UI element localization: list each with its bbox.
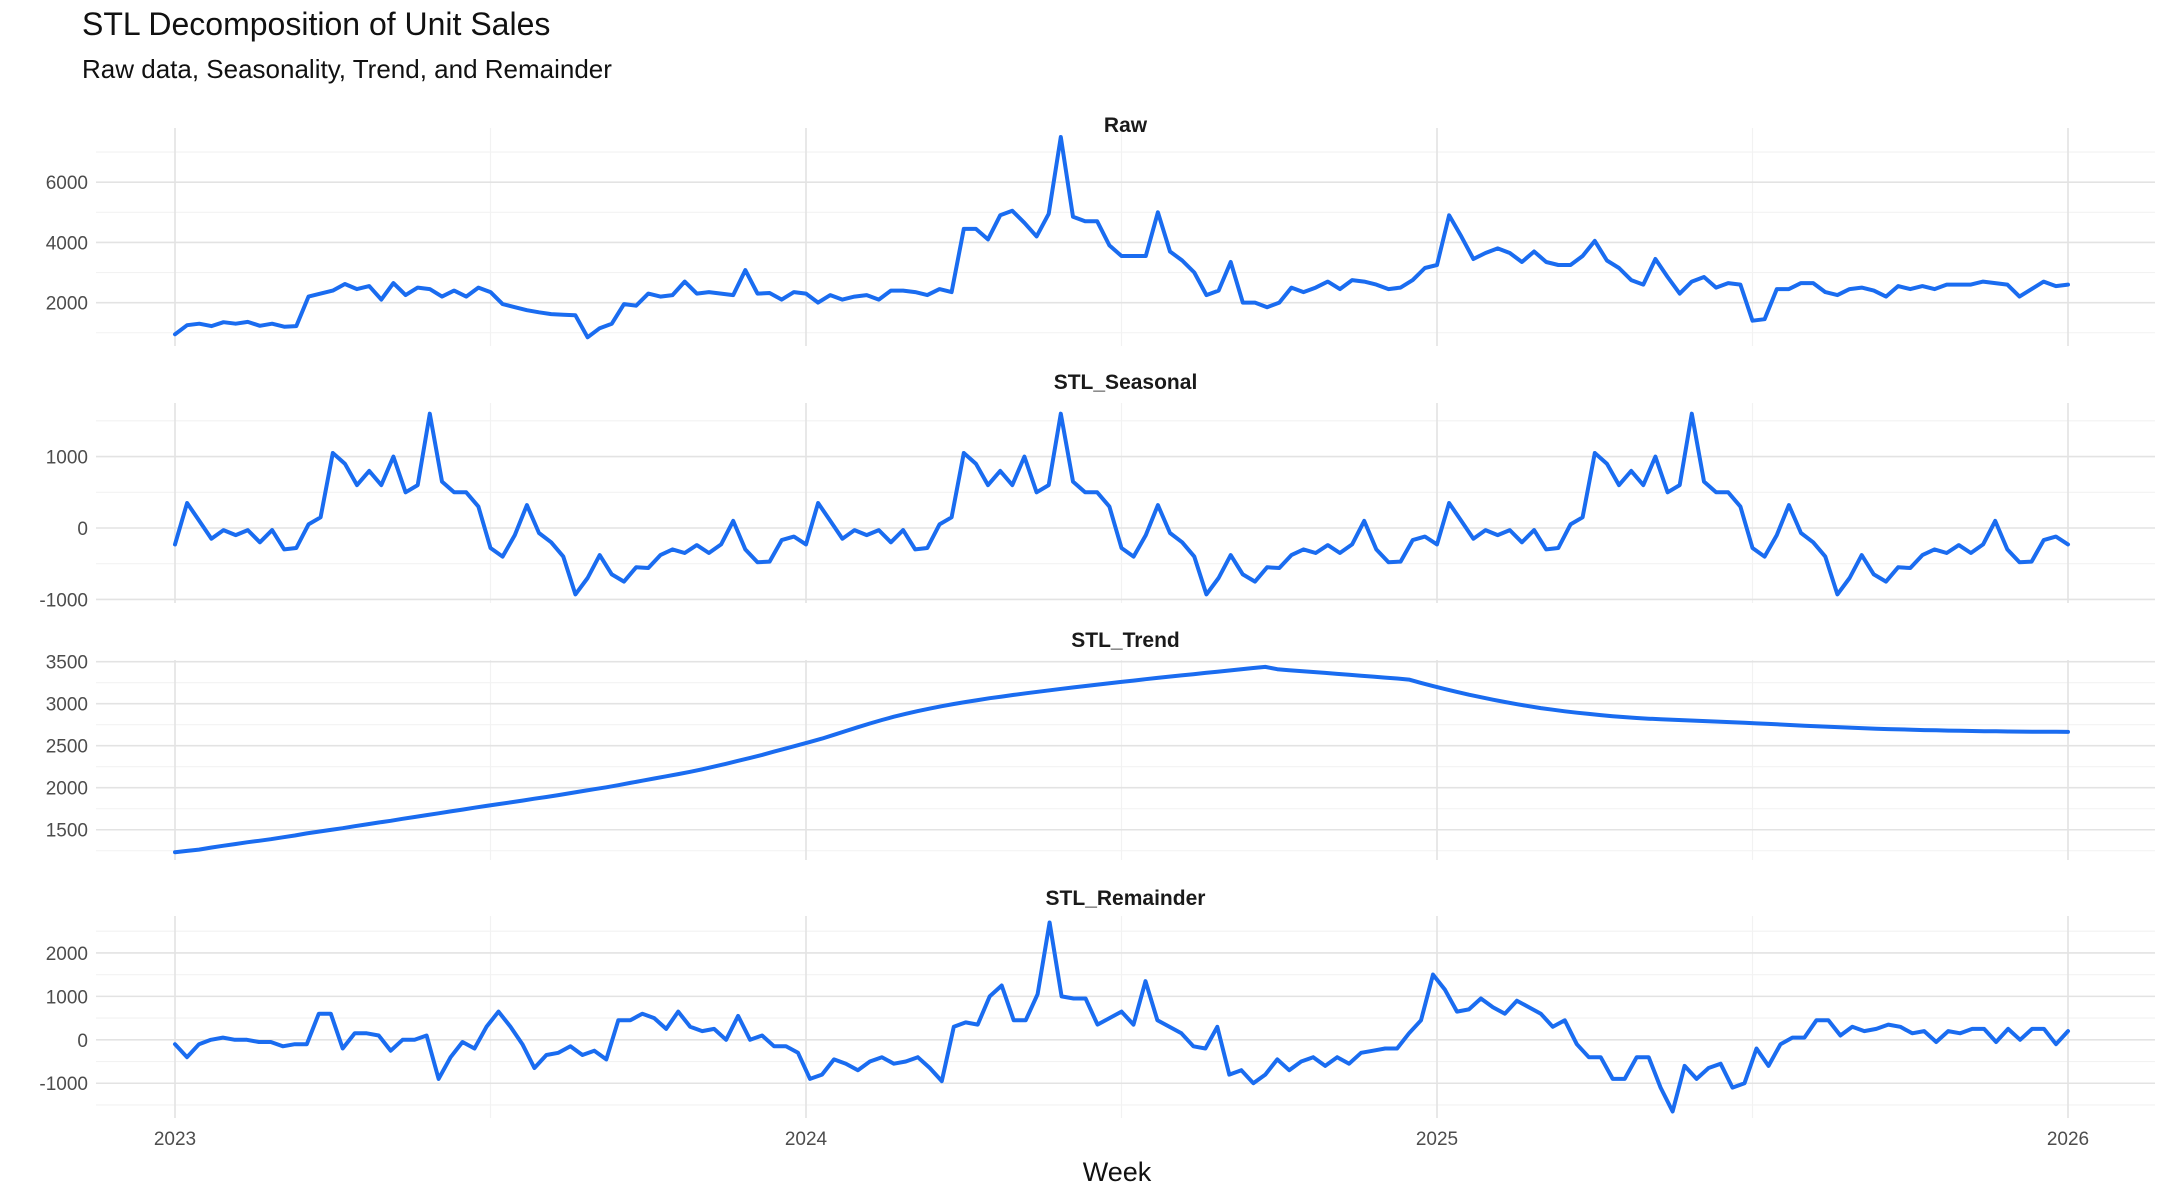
series-line-stl_seasonal	[173, 411, 2070, 597]
series-line-raw	[173, 135, 2070, 340]
y-tick-label: -1000	[39, 590, 88, 611]
y-tick-label: 0	[77, 519, 88, 540]
x-tick-label: 2025	[1416, 1129, 1458, 1150]
chart-subtitle: Raw data, Seasonality, Trend, and Remain…	[82, 54, 612, 84]
y-tick-label: 1000	[46, 448, 88, 469]
y-tick-label: 1000	[46, 987, 88, 1008]
y-tick-label: -1000	[39, 1074, 88, 1095]
x-axis: 2023 2024 2025 2026	[154, 1129, 2089, 1150]
y-tick-label: 2000	[46, 294, 88, 315]
x-axis-label: Week	[1083, 1157, 1152, 1187]
chart-title: STL Decomposition of Unit Sales	[82, 6, 551, 42]
grid-layer	[96, 128, 2155, 1118]
y-tick-label: 0	[77, 1031, 88, 1052]
panel-title: STL_Seasonal	[1054, 371, 1198, 394]
panel-title: STL_Remainder	[1046, 887, 1206, 910]
panels: 2000 4000 6000 Raw -1000 0 1000 STL_Seasonal 150…	[39, 114, 2070, 1114]
y-tick-label: 2500	[46, 737, 88, 758]
x-tick-label: 2023	[154, 1129, 196, 1150]
panel-title: Raw	[1104, 114, 1148, 137]
y-tick-label: 3500	[46, 653, 88, 674]
y-tick-label: 4000	[46, 233, 88, 254]
series-line-stl_remainder	[173, 920, 2070, 1114]
y-tick-label: 6000	[46, 173, 88, 194]
y-tick-label: 2000	[46, 944, 88, 965]
y-tick-label: 2000	[46, 779, 88, 800]
y-tick-label: 1500	[46, 821, 88, 842]
y-tick-label: 3000	[46, 695, 88, 716]
x-tick-label: 2026	[2047, 1129, 2089, 1150]
x-tick-label: 2024	[785, 1129, 828, 1150]
series-line-stl_trend	[173, 664, 2070, 855]
panel-title: STL_Trend	[1071, 629, 1180, 652]
